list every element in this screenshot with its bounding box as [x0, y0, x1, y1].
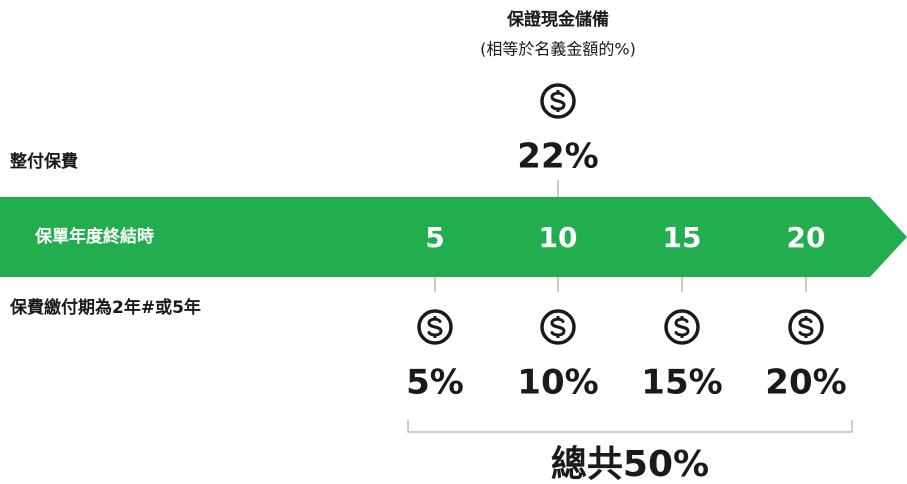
bracket	[407, 420, 853, 433]
payout-value: 20%	[765, 363, 846, 403]
year-label: 20	[787, 221, 826, 254]
payout-value: 15%	[641, 363, 722, 403]
subtitle: (相等於名義金額的%)	[480, 40, 636, 59]
timeline-arrow	[0, 197, 907, 277]
coin-icon	[664, 309, 700, 345]
single-premium-value: 22%	[517, 137, 598, 177]
coin-icon	[540, 83, 576, 119]
single-premium-label: 整付保費	[10, 151, 78, 172]
title: 保證現金儲備	[506, 9, 609, 30]
year-label: 15	[663, 221, 702, 254]
year-label: 10	[539, 221, 578, 254]
payout-value: 10%	[517, 363, 598, 403]
coin-icon	[788, 309, 824, 345]
limited-pay-label: 保費繳付期為2年#或5年	[9, 297, 201, 318]
year-label: 5	[425, 221, 444, 254]
coin-icon	[540, 309, 576, 345]
coin-icon	[417, 309, 453, 345]
payout-value: 5%	[406, 363, 464, 403]
timeline-label: 保單年度終結時	[34, 226, 154, 247]
total: 總共50%	[551, 444, 709, 484]
